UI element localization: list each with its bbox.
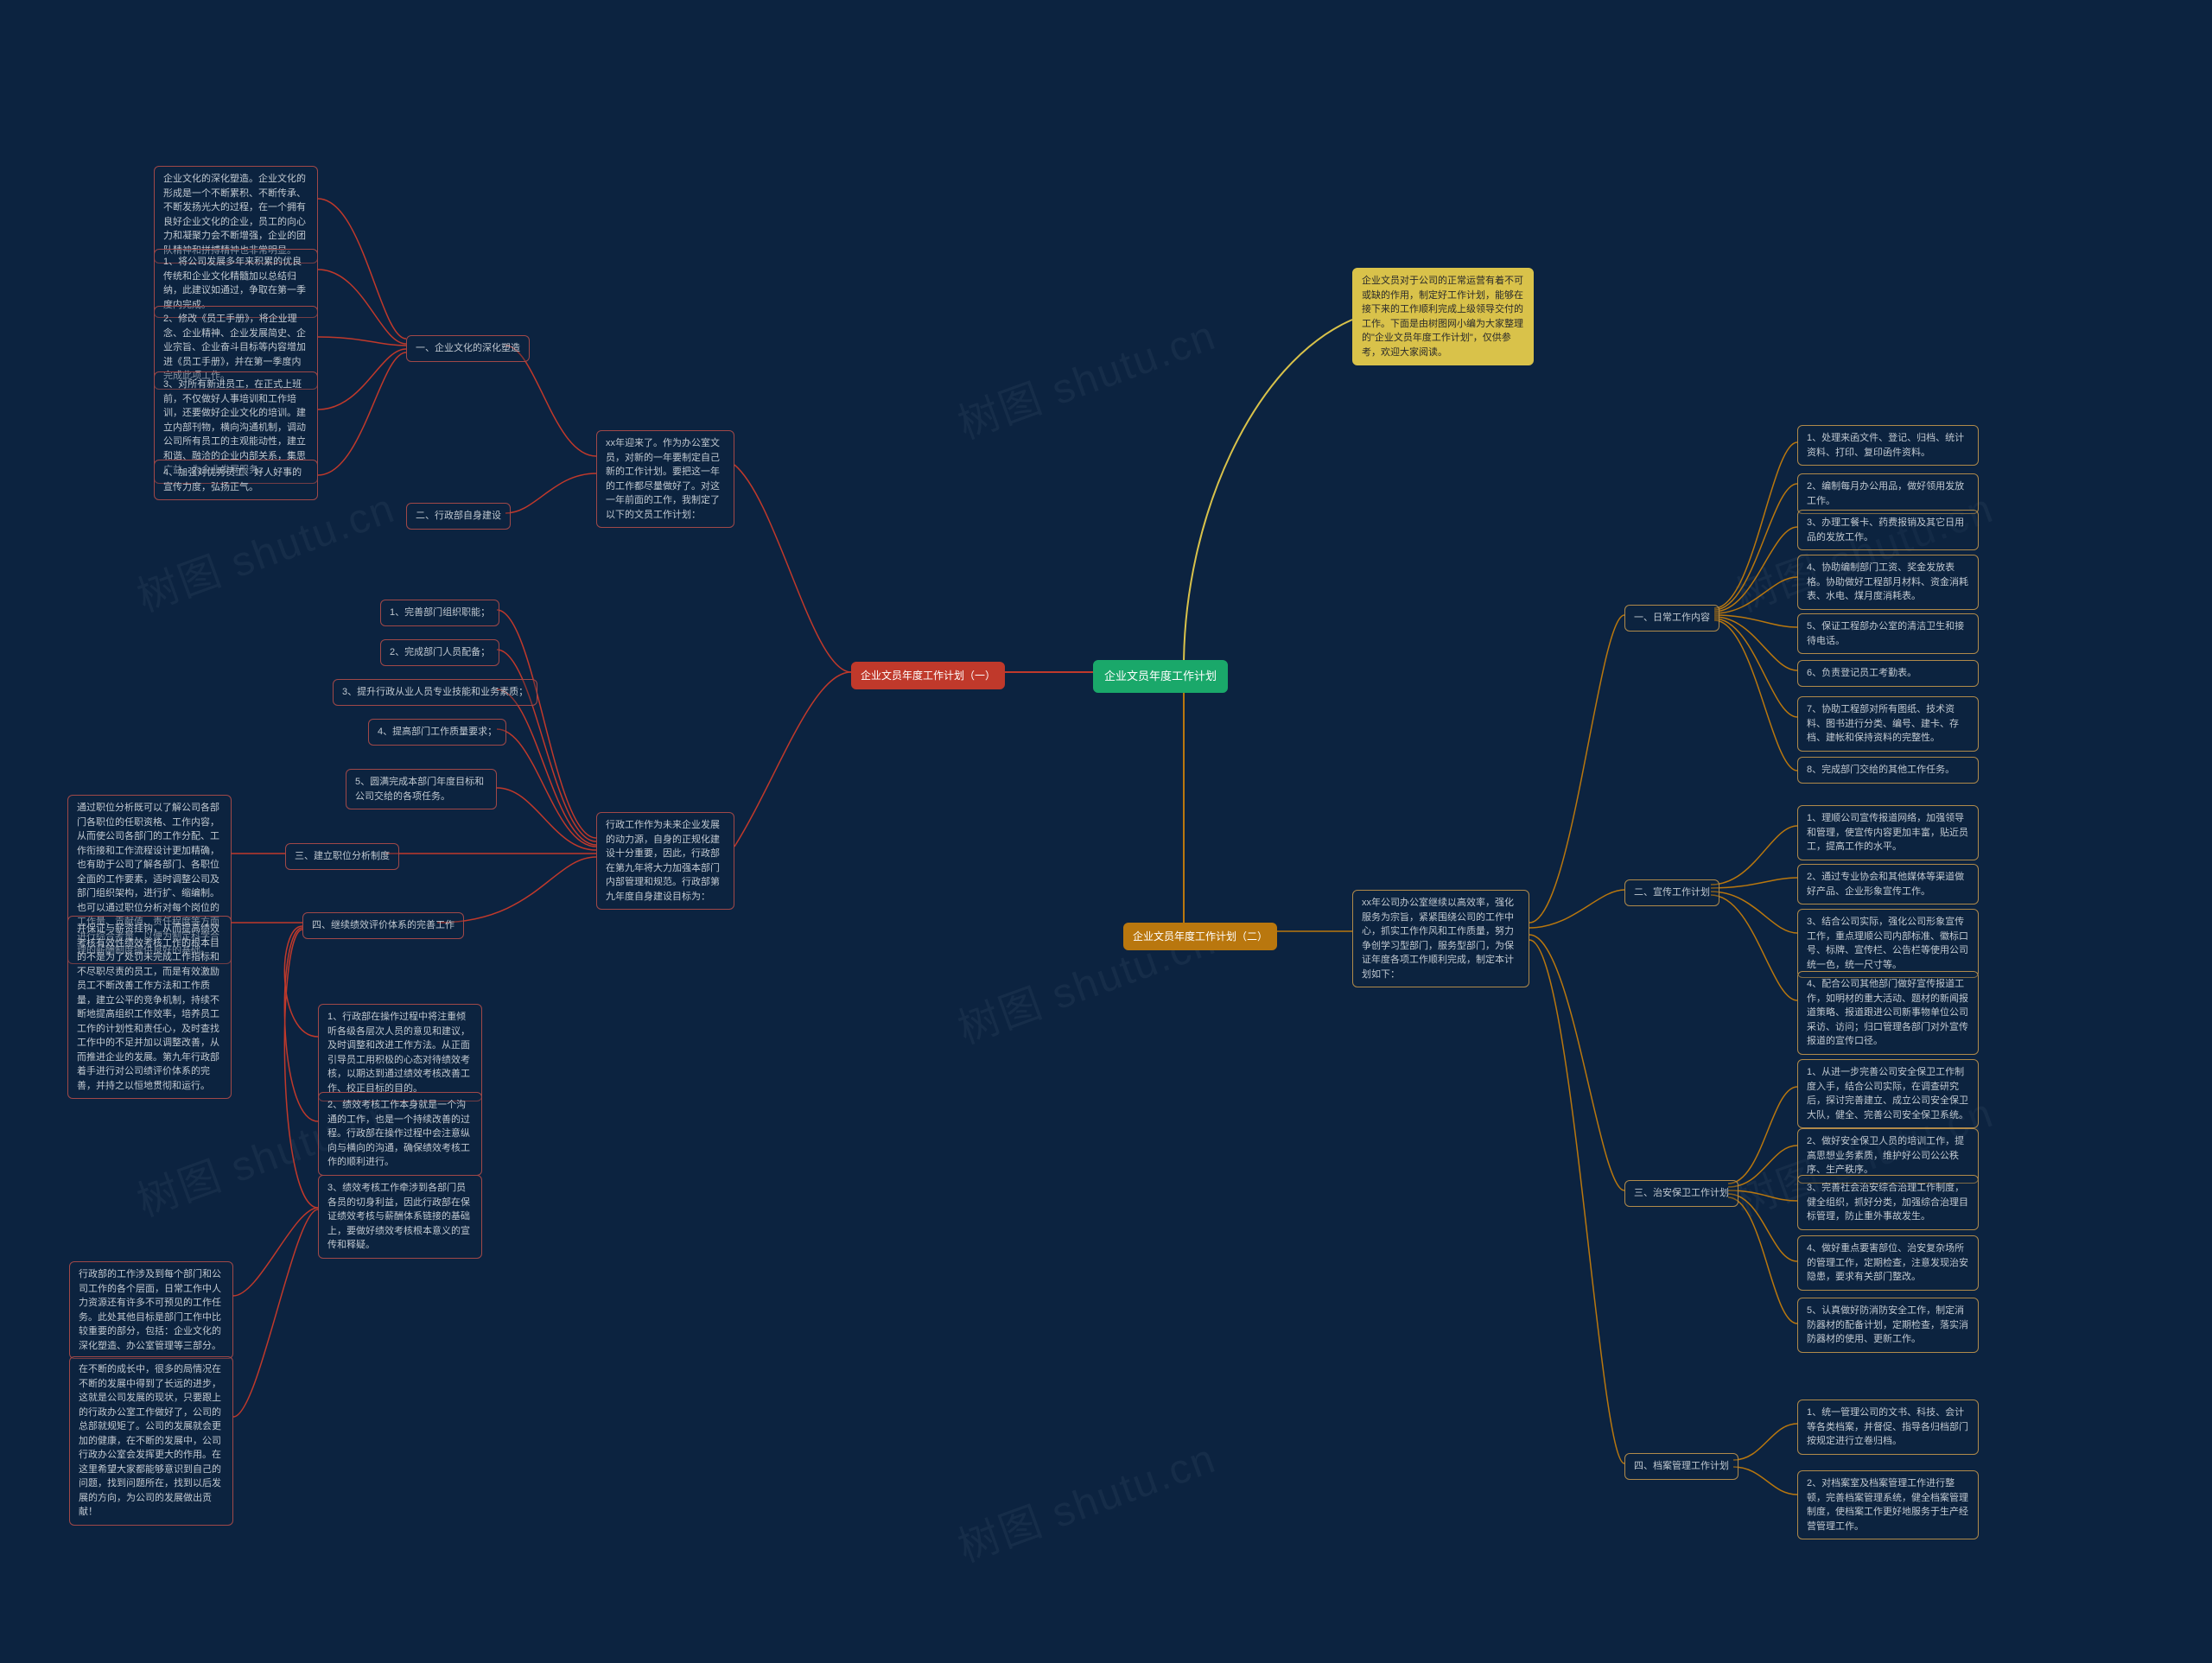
plan1-sec3[interactable]: 三、建立职位分析制度	[285, 843, 399, 870]
plan1-node[interactable]: 企业文员年度工作计划（一）	[851, 662, 1005, 689]
plan2-s1-i6: 6、负责登记员工考勤表。	[1797, 660, 1979, 687]
plan2-s2-i3: 3、结合公司实际，强化公司形象宣传工作，重点理顺公司内部标准、徽标口号、标牌、宣…	[1797, 909, 1979, 978]
plan1-closing1: 行政部的工作涉及到每个部门和公司工作的各个层面，日常工作中人力资源还有许多不可预…	[69, 1261, 233, 1359]
plan1-desc-bottom: 行政工作作为未来企业发展的动力源，自身的正规化建设十分重要，因此，行政部在第九年…	[596, 812, 734, 910]
plan2-s4[interactable]: 四、档案管理工作计划	[1624, 1453, 1738, 1480]
plan2-s1-i4: 4、协助编制部门工资、奖金发放表格。协助做好工程部月材料、资金消耗表、水电、煤月…	[1797, 555, 1979, 610]
plan2-s1-i7: 7、协助工程部对所有图纸、技术资料、图书进行分类、编号、建卡、存档、建帐和保持资…	[1797, 696, 1979, 752]
plan2-s3[interactable]: 三、治安保卫工作计划	[1624, 1180, 1738, 1207]
watermark: 树图 shutu.cn	[948, 1425, 1223, 1574]
plan2-s1[interactable]: 一、日常工作内容	[1624, 605, 1719, 632]
plan1-sec4-item2: 2、绩效考核工作本身就是一个沟通的工作，也是一个持续改善的过程。行政部在操作过程…	[318, 1092, 482, 1176]
plan2-s3-i4: 4、做好重点要害部位、治安复杂场所的管理工作，定期检查，注意发现治安隐患，要求有…	[1797, 1235, 1979, 1291]
plan1-sec4-item1: 1、行政部在操作过程中将注重倾听各级各层次人员的意见和建议，及时调整和改进工作方…	[318, 1004, 482, 1101]
plan2-s1-i8: 8、完成部门交给的其他工作任务。	[1797, 757, 1979, 784]
plan1-desc-top: xx年迎来了。作为办公室文员，对新的一年要制定自己新的工作计划。要把这一年的工作…	[596, 430, 734, 528]
plan2-s1-i5: 5、保证工程部办公室的清洁卫生和接待电话。	[1797, 613, 1979, 654]
plan1-bi2: 2、完成部门人员配备；	[380, 639, 499, 666]
plan1-bi4: 4、提高部门工作质量要求；	[368, 719, 506, 746]
plan2-s4-i1: 1、统一管理公司的文书、科技、会计等各类档案，并督促、指导各归档部门按规定进行立…	[1797, 1400, 1979, 1455]
plan1-sec1-item4: 4、加强对优秀员工、好人好事的宣传力度，弘扬正气。	[154, 460, 318, 500]
plan1-sec4[interactable]: 四、继续绩效评价体系的完善工作	[302, 912, 464, 939]
plan1-sec2[interactable]: 二、行政部自身建设	[406, 503, 511, 530]
plan2-s4-i2: 2、对档案室及档案管理工作进行整顿，完善档案管理系统，健全档案管理制度，使档案工…	[1797, 1470, 1979, 1539]
plan1-sec4-note: 并保证与薪资挂钩，从而提高绩效考核有效性绩效考核工作的根本目的不是为了处罚未完成…	[67, 916, 232, 1099]
plan2-s2-i4: 4、配合公司其他部门做好宣传报道工作，如明材的重大活动、题材的新闻报道策略、报道…	[1797, 971, 1979, 1055]
plan1-closing2: 在不断的成长中，很多的局情况在不断的发展中得到了长远的进步，这就是公司发展的现状…	[69, 1356, 233, 1526]
watermark: 树图 shutu.cn	[948, 301, 1223, 451]
plan2-s3-i1: 1、从进一步完善公司安全保卫工作制度入手，结合公司实际，在调查研究后，探讨完善建…	[1797, 1059, 1979, 1128]
plan2-node[interactable]: 企业文员年度工作计划（二）	[1123, 923, 1277, 950]
plan1-bi1: 1、完善部门组织职能；	[380, 600, 499, 626]
plan1-sec4-item3: 3、绩效考核工作牵涉到各部门员各员的切身利益，因此行政部在保证绩效考核与薪酬体系…	[318, 1175, 482, 1259]
plan2-s2-i2: 2、通过专业协会和其他媒体等渠道做好产品、企业形象宣传工作。	[1797, 864, 1979, 904]
plan2-s2-i1: 1、理顺公司宣传报道网络，加强领导和管理，使宣传内容更加丰富，贴近员工，提高工作…	[1797, 805, 1979, 860]
plan2-s2[interactable]: 二、宣传工作计划	[1624, 879, 1719, 906]
plan2-s1-i2: 2、编制每月办公用品，做好领用发放工作。	[1797, 473, 1979, 514]
root-node[interactable]: 企业文员年度工作计划	[1093, 660, 1228, 693]
plan2-s3-i5: 5、认真做好防消防安全工作，制定消防器材的配备计划，定期检查，落实消防器材的使用…	[1797, 1298, 1979, 1353]
plan2-s1-i1: 1、处理来函文件、登记、归档、统计资料、打印、复印函件资料。	[1797, 425, 1979, 466]
plan2-s1-i3: 3、办理工餐卡、药费报销及其它日用品的发放工作。	[1797, 510, 1979, 550]
plan2-desc: xx年公司办公室继续以高效率，强化服务为宗旨，紧紧围绕公司的工作中心，抓实工作作…	[1352, 890, 1529, 987]
plan2-s3-i3: 3、完善社会治安综合治理工作制度，健全组织，抓好分类，加强综合治理目标管理，防止…	[1797, 1175, 1979, 1230]
plan1-bi5: 5、圆满完成本部门年度目标和公司交给的各项任务。	[346, 769, 497, 809]
plan1-sec1[interactable]: 一、企业文化的深化塑造	[406, 335, 530, 362]
plan1-bi3: 3、提升行政从业人员专业技能和业务素质；	[333, 679, 537, 706]
intro-note: 企业文员对于公司的正常运营有着不可或缺的作用，制定好工作计划，能够在接下来的工作…	[1352, 268, 1534, 365]
